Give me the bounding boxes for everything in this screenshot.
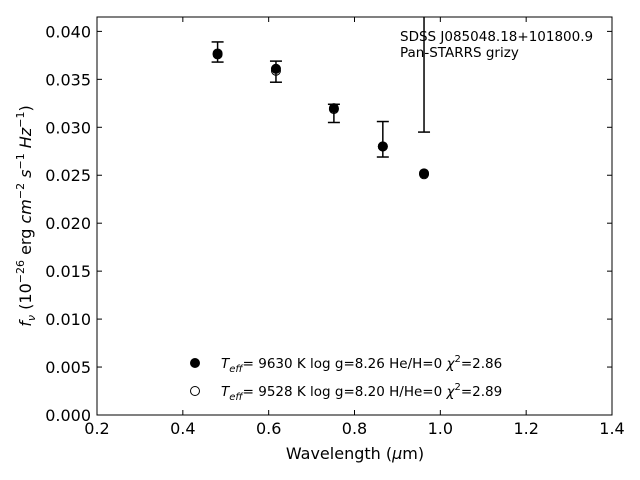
legend: Teff= 9630 K log g=8.26 He/H=0 χ2=2.86 T… <box>190 354 502 403</box>
x-tick-label: 0.2 <box>84 419 109 438</box>
model-point-open <box>270 65 281 76</box>
data-marks <box>211 17 431 180</box>
x-tick-label: 1.0 <box>428 419 453 438</box>
survey-annotation: Pan-STARRS grizy <box>400 45 519 61</box>
legend-marker-open <box>190 386 200 396</box>
y-axis-label: fν (10−26 erg cm−2 s−1 Hz−1) <box>14 105 38 326</box>
legend-label-filled: Teff= 9630 K log g=8.26 He/H=0 χ2=2.86 <box>221 354 502 375</box>
y-tick-label: 0.020 <box>45 214 91 233</box>
x-tick-label: 1.2 <box>513 419 538 438</box>
y-tick-label: 0.035 <box>45 70 91 89</box>
model-point-open <box>419 169 430 180</box>
model-point-open <box>377 141 388 152</box>
y-tick-label: 0.030 <box>45 118 91 137</box>
object-annotation: SDSS J085048.18+101800.9 <box>400 29 593 45</box>
x-axis-label: Wavelength (μm) <box>286 444 424 463</box>
y-tick-label: 0.010 <box>45 310 91 329</box>
y-tick-label: 0.005 <box>45 358 91 377</box>
y-tick-label: 0.025 <box>45 166 91 185</box>
legend-marker-filled <box>190 358 200 368</box>
model-point-open <box>212 48 223 59</box>
legend-label-open: Teff= 9528 K log g=8.20 H/He=0 χ2=2.89 <box>221 382 502 403</box>
x-tick-label: 1.4 <box>599 419 624 438</box>
y-tick-label: 0.015 <box>45 262 91 281</box>
y-tick-label: 0.000 <box>45 406 91 425</box>
x-tick-label: 0.6 <box>256 419 281 438</box>
x-tick-label: 0.8 <box>342 419 367 438</box>
axis-ticks: 0.2 0.4 0.6 0.8 1.0 1.2 1.4 0.000 0.005 0.010 0.01… <box>45 17 625 438</box>
y-tick-label: 0.040 <box>45 22 91 41</box>
x-tick-label: 0.4 <box>170 419 195 438</box>
model-point-open <box>328 104 339 115</box>
